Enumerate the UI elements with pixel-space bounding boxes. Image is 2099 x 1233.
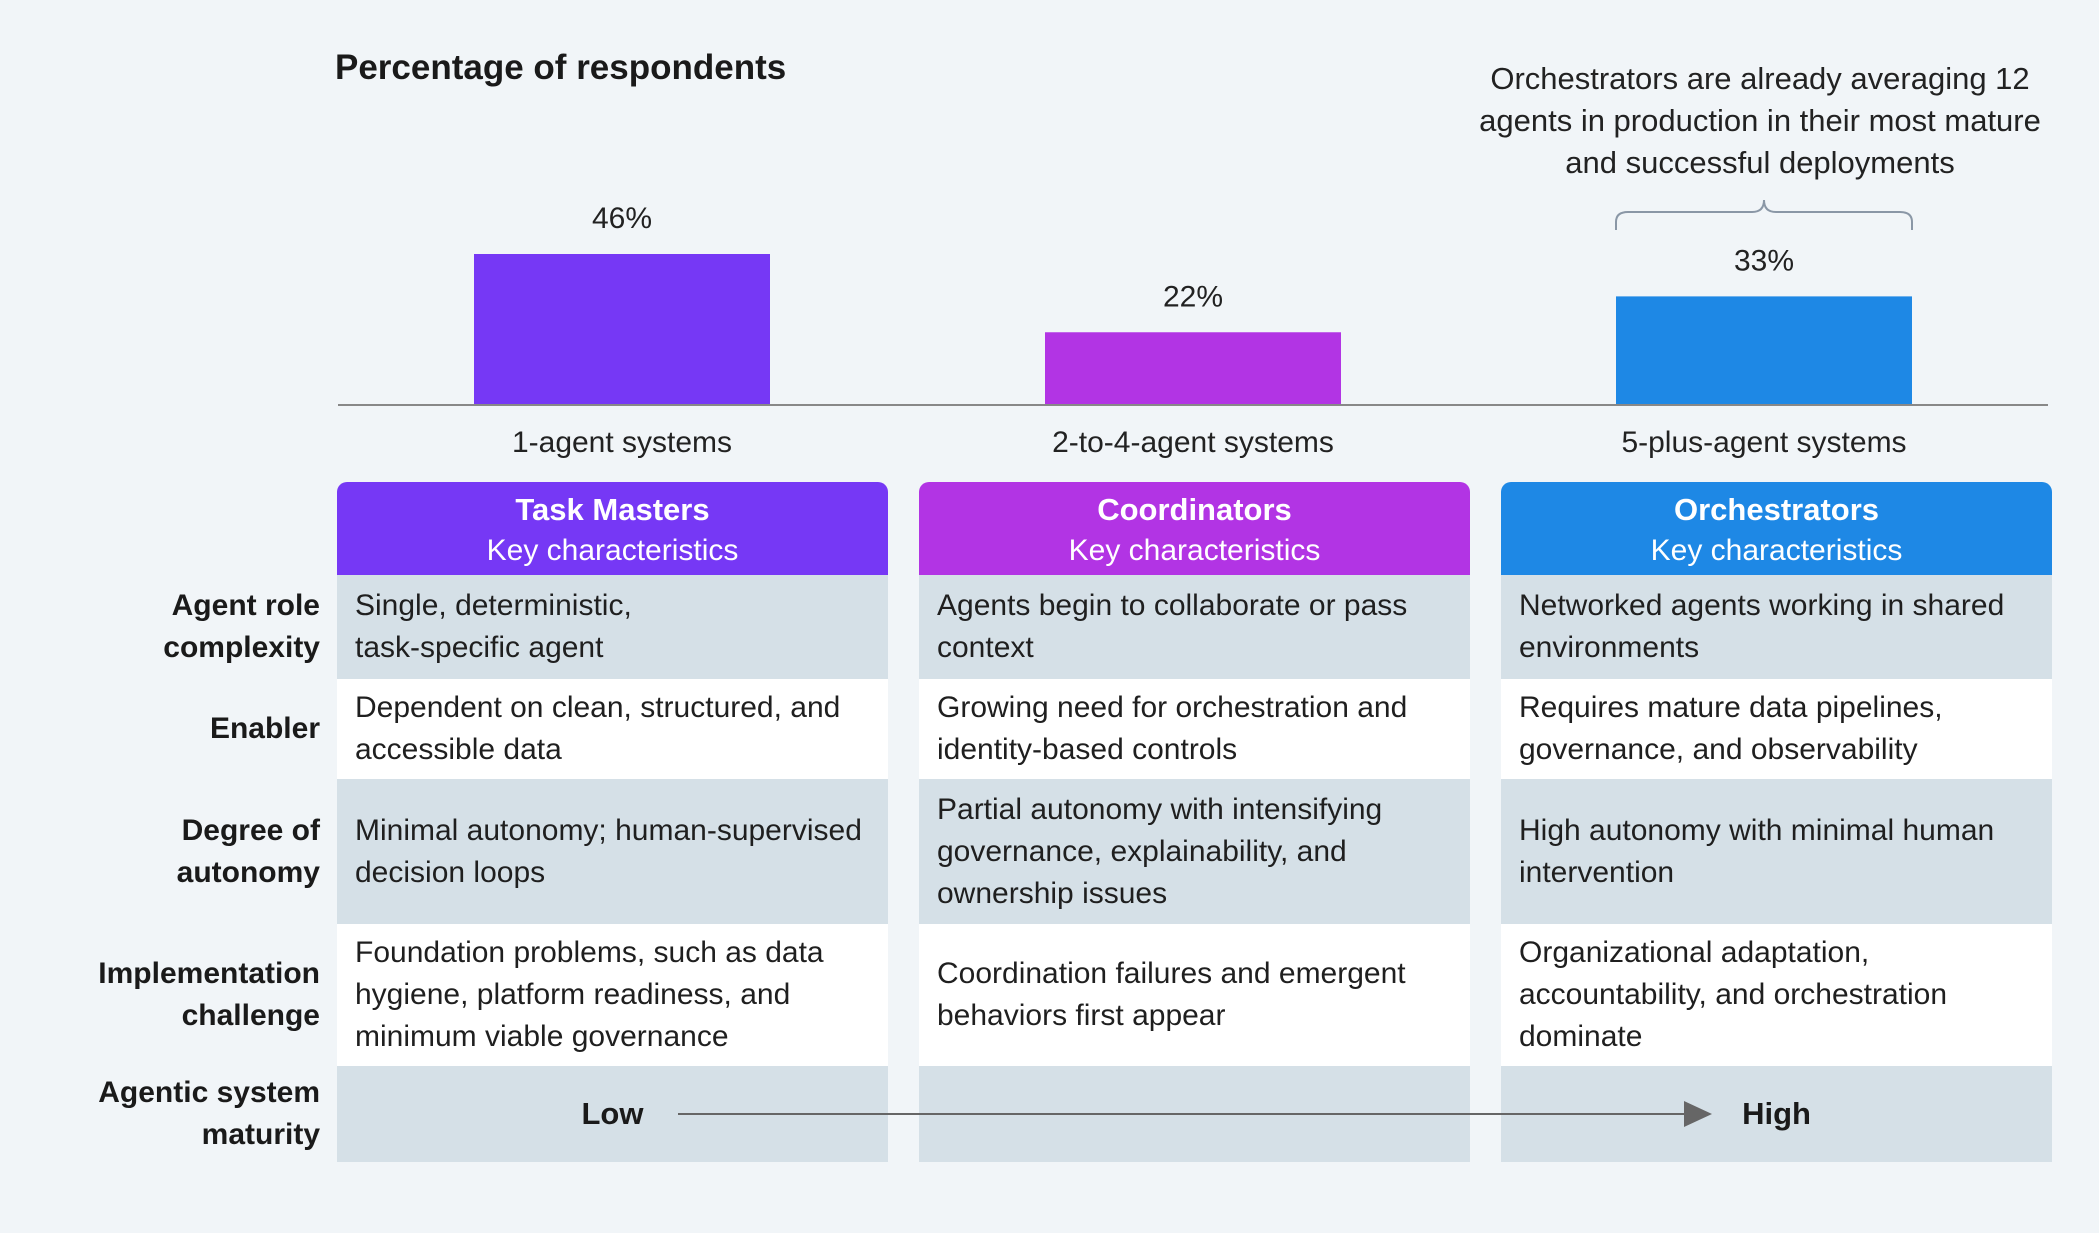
row-label-2: Enabler xyxy=(40,679,320,779)
table-cell: Organizational adaptation, accountability… xyxy=(1501,924,2052,1066)
table-cell: Foundation problems, such as data hygiene… xyxy=(337,924,888,1066)
category-label-3: 5-plus-agent systems xyxy=(1621,426,1906,459)
column-header-orchestrators: Orchestrators Key characteristics xyxy=(1501,482,2052,575)
table-cell: Requires mature data pipelines, governanc… xyxy=(1501,679,2052,779)
maturity-cell xyxy=(919,1066,1470,1162)
chart-title: Percentage of respondents xyxy=(335,48,787,87)
row-label-line: complexity xyxy=(163,631,320,664)
table-cell: High autonomy with minimal human interven… xyxy=(1501,779,2052,924)
row-label-line: Implementation xyxy=(98,957,320,990)
table-cell: Growing need for orchestration and identi… xyxy=(919,679,1470,779)
column-subtitle: Key characteristics xyxy=(1650,534,1903,567)
table-cell: Dependent on clean, structured, and acces… xyxy=(337,679,888,779)
row-label-line: challenge xyxy=(181,999,320,1032)
category-label-2: 2-to-4-agent systems xyxy=(1052,426,1334,459)
row-label-line: Enabler xyxy=(209,712,320,745)
table-cell: Single, deterministic, task-specific agen… xyxy=(337,575,888,679)
column-title: Task Masters xyxy=(515,492,710,527)
row-label-line: maturity xyxy=(201,1118,320,1151)
column-subtitle: Key characteristics xyxy=(1068,534,1321,567)
bar-2 xyxy=(1045,332,1341,404)
annotation-brace xyxy=(1615,199,1913,230)
bar-value-label-1: 46% xyxy=(592,202,652,235)
maturity-low-label: Low xyxy=(581,1096,644,1131)
bar-chart: 46% 22% 33% 1-agent systems 2-to-4-agent sy… xyxy=(338,199,2048,459)
row-label-maturity: Agentic system maturity xyxy=(40,1066,320,1162)
row-label-line: Agent role xyxy=(171,589,320,622)
table-cell: Partial autonomy with intensifying govern… xyxy=(919,779,1470,924)
column-title: Coordinators xyxy=(1097,492,1292,527)
bar-1 xyxy=(474,254,770,404)
column-subtitle: Key characteristics xyxy=(486,534,739,567)
bar-value-label-2: 22% xyxy=(1163,280,1223,313)
row-label-1: Agent role complexity xyxy=(40,575,320,679)
column-header-coordinators: Coordinators Key characteristics xyxy=(919,482,1470,575)
table-cell: Agents begin to collaborate or pass conte… xyxy=(919,575,1470,679)
table-cell: Coordination failures and emergent behavi… xyxy=(919,924,1470,1066)
category-label-1: 1-agent systems xyxy=(512,426,732,459)
table-cell: Networked agents working in shared enviro… xyxy=(1501,575,2052,679)
row-label-4: Implementation challenge xyxy=(40,924,320,1066)
row-label-line: autonomy xyxy=(176,855,320,889)
orchestrators-annotation: Orchestrators are already averaging 12 a… xyxy=(1479,61,2041,180)
table-cell: Minimal autonomy; human-supervised decisi… xyxy=(337,779,888,924)
bar-value-label-3: 33% xyxy=(1734,244,1794,277)
column-title: Orchestrators xyxy=(1673,492,1880,527)
row-label-line: Degree of xyxy=(181,813,320,847)
maturity-high-label: High xyxy=(1742,1096,1811,1131)
bar-3 xyxy=(1616,296,1912,404)
row-label-3: Degree of autonomy xyxy=(40,779,320,924)
row-label-line: Agentic system xyxy=(98,1076,320,1109)
column-header-task-masters: Task Masters Key characteristics xyxy=(337,482,888,575)
